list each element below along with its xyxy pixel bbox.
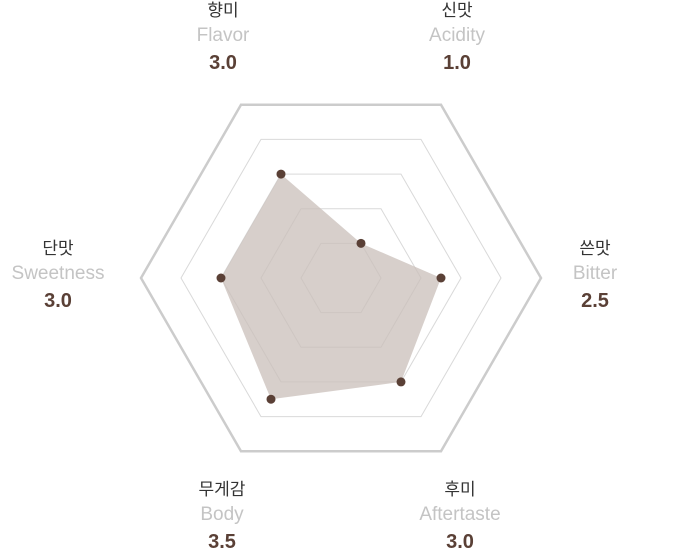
axis-label-flavor: 향미 Flavor 3.0 [153, 1, 293, 74]
axis-label-english: Aftertaste [419, 504, 501, 525]
axis-label-english: Sweetness [11, 263, 105, 284]
axis-label-korean: 향미 [207, 1, 239, 21]
data-point [266, 394, 276, 404]
axis-label-body: 무게감 Body 3.5 [152, 480, 292, 553]
axis-label-bitter: 쓴맛 Bitter 2.5 [525, 239, 665, 312]
grid-ring [139, 103, 543, 453]
axis-label-korean: 후미 [444, 480, 476, 500]
axis-label-english: Body [200, 504, 244, 525]
data-area [221, 174, 441, 400]
axis-label-korean: 무게감 [198, 480, 246, 500]
data-point [356, 238, 366, 248]
axis-label-korean: 단맛 [42, 239, 74, 259]
axis-label-english: Bitter [572, 263, 618, 284]
grid-ring [180, 138, 502, 418]
axis-value: 3.0 [44, 290, 72, 312]
axis-label-acidity: 신맛 Acidity 1.0 [387, 1, 527, 74]
data-point [436, 273, 446, 283]
axis-label-korean: 신맛 [441, 1, 473, 21]
axis-value: 2.5 [581, 290, 609, 312]
axis-label-aftertaste: 후미 Aftertaste 3.0 [390, 480, 530, 553]
axis-value: 1.0 [443, 52, 471, 74]
axis-label-english: Flavor [196, 25, 250, 46]
axis-value: 3.0 [446, 531, 474, 553]
axis-value: 3.5 [208, 531, 236, 553]
axis-label-sweetness: 단맛 Sweetness 3.0 [0, 239, 128, 312]
axis-label-korean: 쓴맛 [579, 239, 611, 259]
data-point [276, 169, 286, 179]
data-point [396, 377, 406, 387]
axis-label-english: Acidity [429, 25, 485, 46]
axis-value: 3.0 [209, 52, 237, 74]
data-point [216, 273, 226, 283]
